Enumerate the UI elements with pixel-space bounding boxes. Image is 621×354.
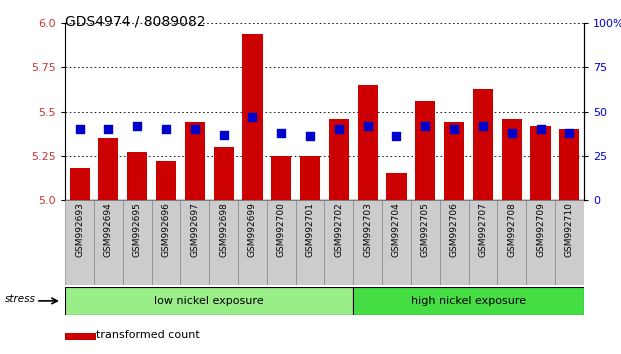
Point — [190, 126, 200, 132]
Point — [276, 130, 286, 136]
Bar — [185, 122, 205, 200]
Point — [334, 126, 344, 132]
Bar — [209, 200, 238, 285]
Bar — [560, 129, 579, 200]
Text: transformed count: transformed count — [96, 330, 200, 340]
Bar — [296, 200, 324, 285]
Bar — [127, 152, 147, 200]
Bar — [497, 200, 526, 285]
Bar — [382, 200, 411, 285]
Point — [391, 133, 401, 139]
Text: GSM992693: GSM992693 — [75, 202, 84, 257]
Bar — [324, 200, 353, 285]
Bar — [98, 138, 119, 200]
Text: GSM992697: GSM992697 — [191, 202, 199, 257]
Bar — [411, 200, 440, 285]
Bar — [70, 168, 89, 200]
Text: GSM992694: GSM992694 — [104, 202, 113, 257]
Bar — [181, 200, 209, 285]
Point — [219, 132, 229, 137]
Bar — [358, 85, 378, 200]
Text: GSM992705: GSM992705 — [421, 202, 430, 257]
Point — [75, 126, 84, 132]
Point — [132, 123, 142, 129]
Text: GSM992704: GSM992704 — [392, 202, 401, 257]
Text: GSM992708: GSM992708 — [507, 202, 516, 257]
Bar — [526, 200, 555, 285]
Bar — [473, 88, 493, 200]
Bar — [238, 200, 267, 285]
Bar — [267, 200, 296, 285]
Text: GSM992707: GSM992707 — [478, 202, 487, 257]
Bar — [65, 200, 94, 285]
Text: GSM992699: GSM992699 — [248, 202, 257, 257]
Point — [478, 123, 488, 129]
Text: GSM992696: GSM992696 — [161, 202, 171, 257]
Point — [305, 133, 315, 139]
Text: GSM992701: GSM992701 — [306, 202, 315, 257]
Bar — [468, 200, 497, 285]
Point — [564, 130, 574, 136]
Point — [363, 123, 373, 129]
Bar — [530, 126, 551, 200]
Text: GSM992703: GSM992703 — [363, 202, 372, 257]
Bar — [242, 34, 263, 200]
Bar — [502, 119, 522, 200]
Bar — [329, 119, 349, 200]
Bar — [353, 287, 584, 315]
Bar — [415, 101, 435, 200]
Bar — [300, 156, 320, 200]
Bar — [440, 200, 468, 285]
Text: low nickel exposure: low nickel exposure — [155, 296, 264, 306]
Bar — [353, 200, 382, 285]
Point — [420, 123, 430, 129]
Bar — [214, 147, 233, 200]
Bar — [123, 200, 152, 285]
Text: GSM992702: GSM992702 — [334, 202, 343, 257]
Text: GSM992709: GSM992709 — [536, 202, 545, 257]
Bar — [444, 122, 464, 200]
Point — [507, 130, 517, 136]
Bar — [271, 156, 291, 200]
Text: GSM992706: GSM992706 — [450, 202, 458, 257]
Bar — [152, 200, 181, 285]
Point — [161, 126, 171, 132]
Text: GSM992695: GSM992695 — [133, 202, 142, 257]
Point — [248, 114, 258, 120]
Point — [449, 126, 459, 132]
Bar — [65, 287, 353, 315]
Text: high nickel exposure: high nickel exposure — [411, 296, 526, 306]
Text: stress: stress — [5, 295, 36, 304]
Point — [104, 126, 114, 132]
Bar — [94, 200, 123, 285]
Bar — [65, 333, 96, 340]
Bar — [386, 173, 407, 200]
Bar — [555, 200, 584, 285]
Text: GSM992698: GSM992698 — [219, 202, 228, 257]
Text: GDS4974 / 8089082: GDS4974 / 8089082 — [65, 14, 206, 28]
Text: GSM992700: GSM992700 — [277, 202, 286, 257]
Text: GSM992710: GSM992710 — [565, 202, 574, 257]
Point — [535, 126, 545, 132]
Bar — [156, 161, 176, 200]
